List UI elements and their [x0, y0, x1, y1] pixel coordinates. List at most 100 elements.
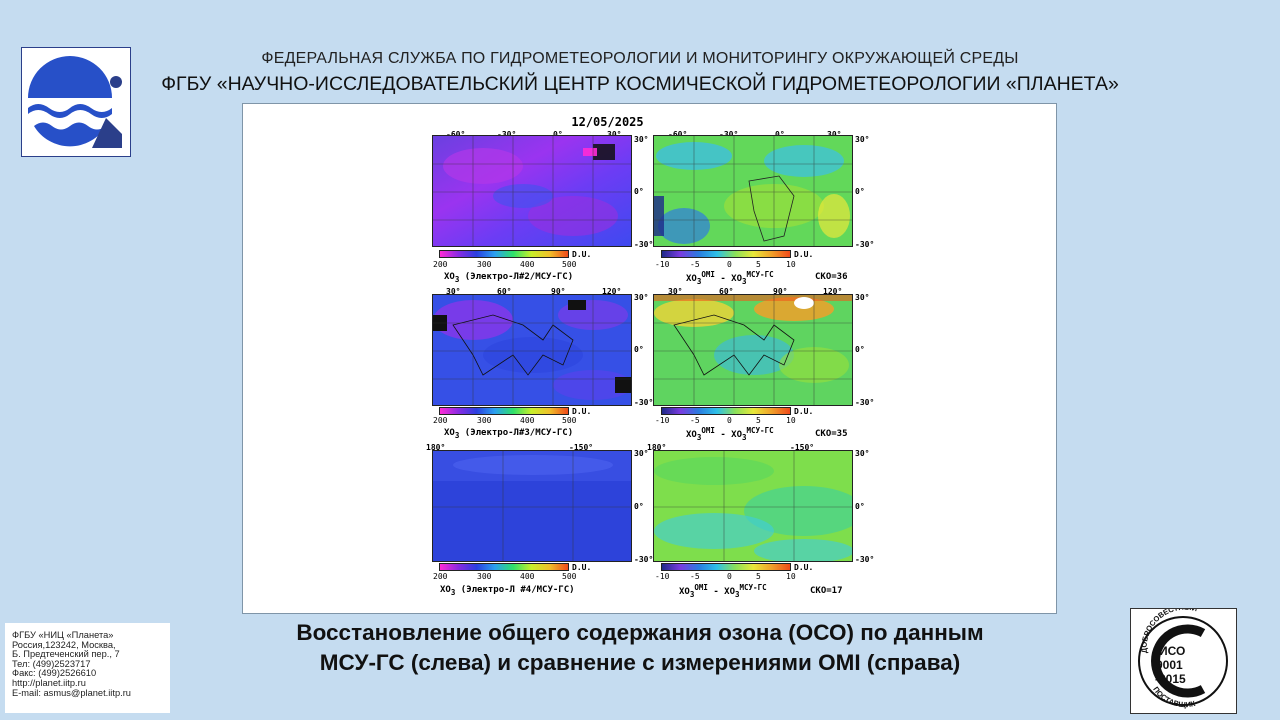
caption-right-row2: XO3OMI - XO3МСУ-ГС [686, 426, 774, 442]
caption-right-row1: XO3OMI - XO3МСУ-ГС [686, 270, 774, 286]
scale-tick: 300 [477, 260, 492, 269]
contact-website[interactable]: http://planet.iitp.ru [12, 677, 86, 688]
rmse-row3: СКО=17 [810, 586, 843, 596]
colorbar-ozone [439, 407, 569, 415]
lon-label: 120° [823, 287, 843, 296]
rmse-row2: СКО=35 [815, 429, 848, 439]
caption-left-row3: XO3 (Электро-Л #4/МСУ-ГС) [440, 585, 575, 597]
unit-label: D.U. [572, 407, 592, 416]
lon-label: 90° [551, 287, 566, 296]
lat-label: 0° [634, 345, 644, 354]
scale-tick: 200 [433, 572, 448, 581]
lon-label: -30° [719, 130, 739, 139]
lat-label: -30° [855, 398, 875, 407]
contact-email[interactable]: E-mail: asmus@planet.iitp.ru [12, 687, 131, 698]
lon-label: -30° [497, 130, 517, 139]
contact-line: Б. Предтеченский пер., 7 [12, 649, 120, 660]
scale-tick: 10 [786, 416, 796, 425]
lon-label: 30° [827, 130, 842, 139]
scale-tick: 200 [433, 416, 448, 425]
colorbar-difference [661, 250, 791, 258]
lon-label: 60° [497, 287, 512, 296]
colorbar-difference [661, 407, 791, 415]
scale-tick: -10 [655, 572, 670, 581]
lon-label: -150° [790, 443, 815, 452]
slide-title-line1: Восстановление общего содержания озона (… [296, 620, 984, 645]
scale-tick: 300 [477, 572, 492, 581]
figure-date: 12/05/2025 [571, 115, 644, 129]
unit-label: D.U. [794, 407, 814, 416]
scale-tick: -5 [690, 416, 700, 425]
scale-tick: -5 [690, 572, 700, 581]
contact-line: Россия,123242, Москва, [12, 639, 116, 650]
planeta-logo [21, 47, 131, 157]
scale-tick: 0 [727, 260, 732, 269]
header-agency: ФЕДЕРАЛЬНАЯ СЛУЖБА ПО ГИДРОМЕТЕОРОЛОГИИ … [261, 50, 1019, 67]
caption-left-row1: XO3 (Электро-Л#2/МСУ-ГС) [444, 272, 574, 284]
ozone-map-elektro-l4 [432, 450, 632, 562]
lon-label: 30° [446, 287, 461, 296]
caption-right-row3: XO3OMI - XO3МСУ-ГС [679, 583, 767, 599]
lon-label: 30° [668, 287, 683, 296]
ozone-map-elektro-l3 [432, 294, 632, 406]
lat-label: 30° [634, 449, 649, 458]
lat-label: -30° [634, 240, 654, 249]
scale-tick: 400 [520, 416, 535, 425]
contact-line: ФГБУ «НИЦ «Планета» [12, 630, 114, 640]
contact-line: Тел: (499)2523717 [12, 658, 91, 669]
scale-tick: 10 [786, 572, 796, 581]
unit-label: D.U. [572, 250, 592, 259]
lat-label: 30° [855, 293, 870, 302]
scale-tick: 0 [727, 416, 732, 425]
scale-tick: 400 [520, 260, 535, 269]
lon-label: 180° [426, 443, 446, 452]
iso-line3: -2015 [1155, 672, 1186, 686]
lon-label: -150° [569, 443, 594, 452]
header-institute: ФГБУ «НАУЧНО-ИССЛЕДОВАТЕЛЬСКИЙ ЦЕНТР КОС… [161, 73, 1119, 95]
lat-label: 0° [855, 345, 865, 354]
lon-label: 60° [719, 287, 734, 296]
unit-label: D.U. [794, 563, 814, 572]
scale-tick: 500 [562, 260, 577, 269]
unit-label: D.U. [572, 563, 592, 572]
lat-label: 30° [855, 449, 870, 458]
lon-label: 0° [553, 130, 563, 139]
lat-label: 0° [634, 187, 644, 196]
iso-line2: 9001 [1156, 658, 1183, 672]
iso-line1: ИСО [1159, 644, 1185, 658]
slide-title-line2: МСУ-ГС (слева) и сравнение с измерениями… [319, 650, 961, 675]
rmse-row1: СКО=36 [815, 272, 848, 282]
ozone-diff-map-elektro-l2 [653, 135, 853, 247]
slide-title: Восстановление общего содержания озона (… [200, 618, 1080, 678]
scale-tick: 400 [520, 572, 535, 581]
lat-label: 0° [855, 502, 865, 511]
lon-label: 0° [775, 130, 785, 139]
lat-label: -30° [855, 555, 875, 564]
contact-card: ФГБУ «НИЦ «Планета» Россия,123242, Москв… [5, 623, 170, 713]
scale-tick: 500 [562, 572, 577, 581]
lat-label: 30° [634, 293, 649, 302]
ozone-diff-map-elektro-l3 [653, 294, 853, 406]
caption-left-row2: XO3 (Электро-Л#3/МСУ-ГС) [444, 428, 574, 440]
lon-label: 90° [773, 287, 788, 296]
scale-tick: -10 [655, 416, 670, 425]
lon-label: -60° [446, 130, 466, 139]
scale-tick: 5 [756, 416, 761, 425]
scale-tick: 500 [562, 416, 577, 425]
lat-label: 30° [634, 135, 649, 144]
lat-label: -30° [634, 555, 654, 564]
ozone-map-elektro-l2 [432, 135, 632, 247]
lat-label: 30° [855, 135, 870, 144]
ozone-diff-map-elektro-l4 [653, 450, 853, 562]
scale-tick: 300 [477, 416, 492, 425]
colorbar-ozone [439, 250, 569, 258]
lat-label: -30° [634, 398, 654, 407]
lat-label: 0° [634, 502, 644, 511]
scale-tick: 5 [756, 260, 761, 269]
lon-label: 30° [607, 130, 622, 139]
contact-line: Факс: (499)2526610 [12, 668, 97, 679]
scale-tick: 200 [433, 260, 448, 269]
iso-9001-badge: ДОБРОСОВЕСТНЫЙ ПОСТАВЩИК ИСО 9001 -2015 [1130, 603, 1237, 714]
scale-tick: -10 [655, 260, 670, 269]
scale-tick: 5 [756, 572, 761, 581]
